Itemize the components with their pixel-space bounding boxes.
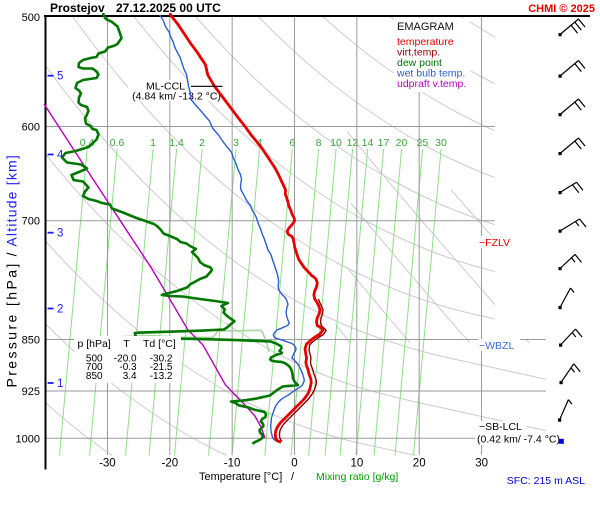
svg-text:virt.temp.: virt.temp. <box>397 47 440 59</box>
svg-text:3.4: 3.4 <box>123 371 137 382</box>
svg-text:1.4: 1.4 <box>169 137 184 149</box>
svg-text:1: 1 <box>57 378 63 390</box>
svg-text:Mixing ratio [g/kg]: Mixing ratio [g/kg] <box>316 471 398 483</box>
svg-text:850: 850 <box>86 371 103 382</box>
svg-text:/: / <box>291 471 295 483</box>
svg-text:-20.0: -20.0 <box>114 354 137 365</box>
svg-text:925: 925 <box>22 386 40 398</box>
svg-text:SFC: 215 m ASL: SFC: 215 m ASL <box>507 475 585 487</box>
svg-text:700: 700 <box>86 362 103 373</box>
svg-text:ML-CCL: ML-CCL <box>146 81 185 93</box>
svg-text:30: 30 <box>475 458 488 470</box>
svg-text:-20: -20 <box>161 458 178 470</box>
svg-text:0.6: 0.6 <box>110 137 125 149</box>
svg-text:Temperature [°C]: Temperature [°C] <box>199 471 282 483</box>
svg-text:-30.2: -30.2 <box>150 354 173 365</box>
svg-text:0: 0 <box>291 458 297 470</box>
svg-text:Td [°C]: Td [°C] <box>143 338 176 350</box>
svg-text:10: 10 <box>351 458 364 470</box>
svg-text:3: 3 <box>233 137 239 149</box>
svg-text:17: 17 <box>378 137 390 149</box>
svg-text:p [hPa]: p [hPa] <box>78 338 111 350</box>
svg-text:1: 1 <box>150 137 156 149</box>
svg-text:-21.5: -21.5 <box>150 362 173 373</box>
svg-text:3: 3 <box>57 228 63 240</box>
svg-text:20: 20 <box>396 137 408 149</box>
svg-text:Pressure [hPa] / Altitude [km]: Pressure [hPa] / Altitude [km] <box>4 154 20 388</box>
svg-text:Prostejov: Prostejov <box>50 1 105 15</box>
svg-text:850: 850 <box>22 335 40 347</box>
svg-text:2: 2 <box>57 304 63 316</box>
svg-text:temperature: temperature <box>397 36 454 48</box>
svg-text:-13.2: -13.2 <box>150 371 173 382</box>
svg-text:10: 10 <box>330 137 342 149</box>
svg-text:5: 5 <box>57 71 63 83</box>
svg-text:dew point: dew point <box>397 57 442 69</box>
svg-text:-10: -10 <box>224 458 241 470</box>
svg-text:20: 20 <box>413 458 426 470</box>
svg-text:−SB-LCL: −SB-LCL <box>479 421 522 433</box>
svg-text:wet bulb temp.: wet bulb temp. <box>396 68 465 80</box>
svg-text:25: 25 <box>417 137 429 149</box>
svg-text:500: 500 <box>22 12 40 24</box>
svg-text:(0.42 km/ -7.4 °C): (0.42 km/ -7.4 °C) <box>477 434 560 446</box>
svg-text:30: 30 <box>435 137 447 149</box>
svg-text:2: 2 <box>199 137 205 149</box>
svg-text:−FZLV: −FZLV <box>479 237 510 249</box>
svg-text:T: T <box>123 338 130 350</box>
svg-text:1000: 1000 <box>16 433 40 445</box>
svg-text:4: 4 <box>57 150 64 162</box>
svg-text:500: 500 <box>86 354 103 365</box>
svg-text:600: 600 <box>22 122 40 134</box>
svg-text:-30: -30 <box>99 458 116 470</box>
svg-text:EMAGRAM: EMAGRAM <box>397 21 454 33</box>
svg-text:14: 14 <box>362 137 374 149</box>
svg-text:12: 12 <box>347 137 359 149</box>
svg-text:CHMI © 2025: CHMI © 2025 <box>528 3 595 15</box>
svg-text:27.12.2025 00 UTC: 27.12.2025 00 UTC <box>116 1 221 15</box>
svg-text:-0.3: -0.3 <box>119 362 137 373</box>
svg-text:(4.84 km/ -13.2 °C): (4.84 km/ -13.2 °C) <box>132 91 221 103</box>
svg-text:−WBZL: −WBZL <box>479 340 514 352</box>
svg-text:8: 8 <box>316 137 322 149</box>
svg-text:6: 6 <box>289 137 295 149</box>
svg-text:700: 700 <box>22 216 40 228</box>
svg-text:udpraft v.temp.: udpraft v.temp. <box>397 78 466 90</box>
